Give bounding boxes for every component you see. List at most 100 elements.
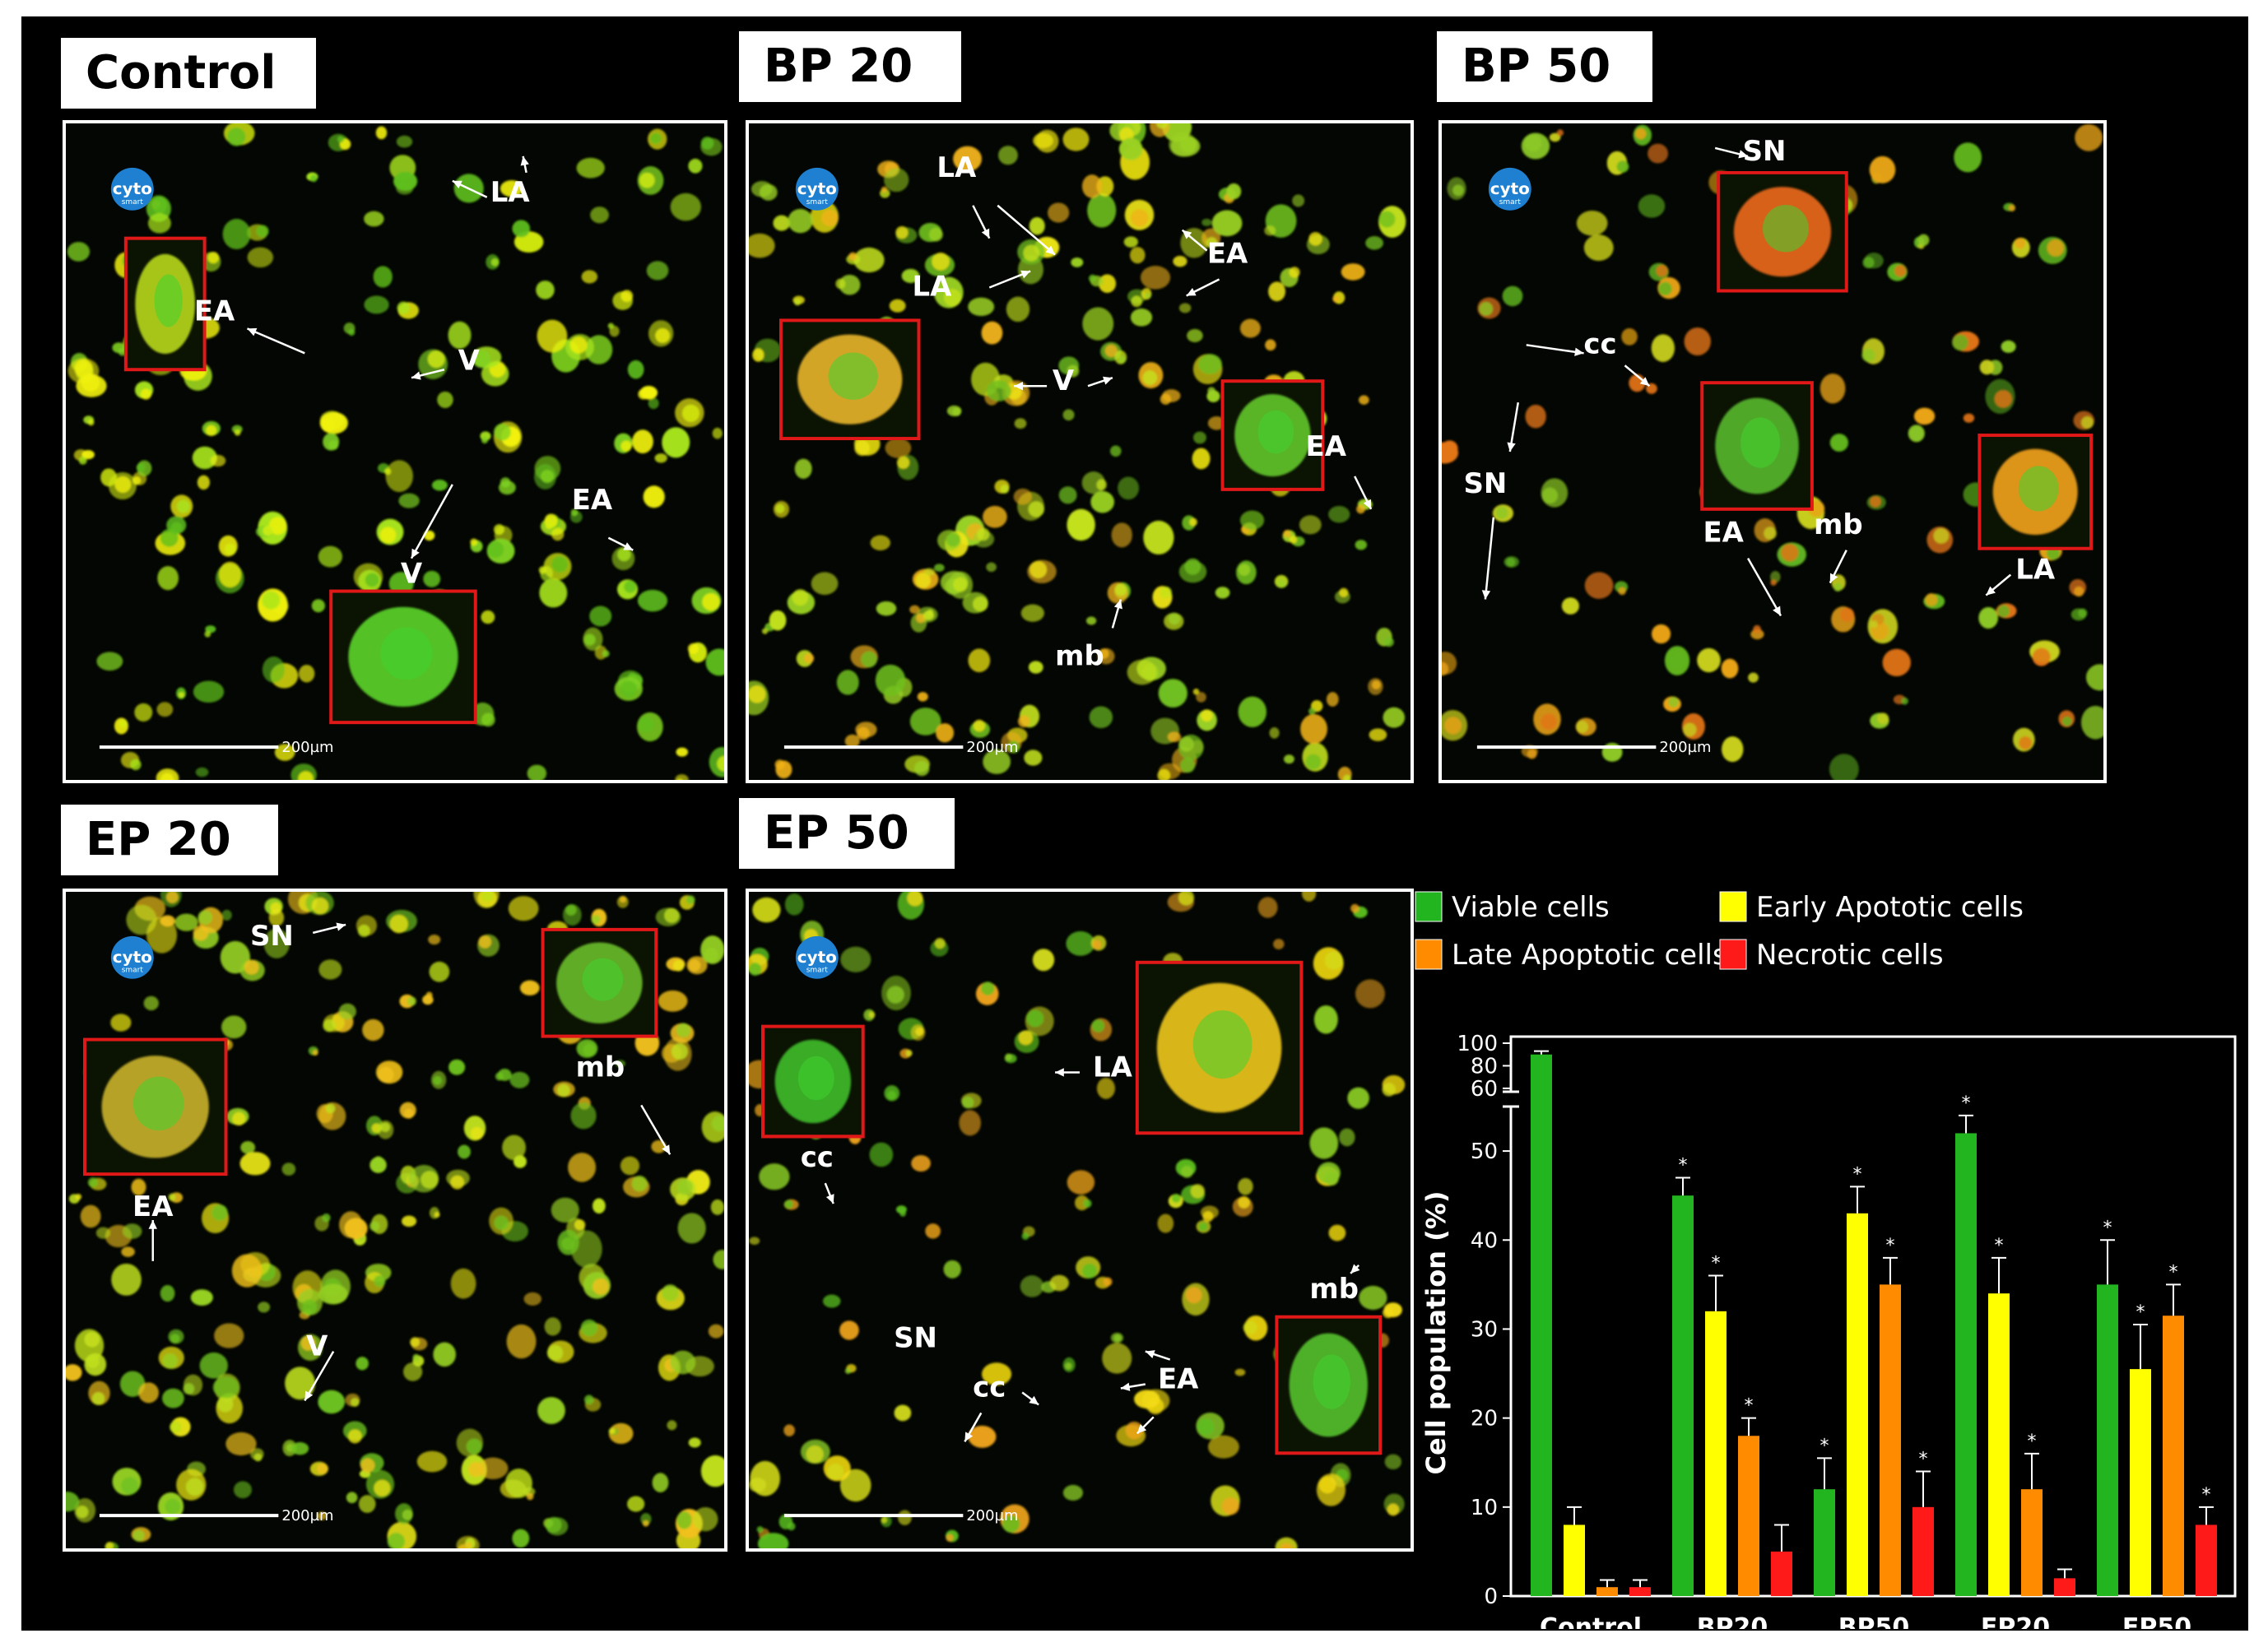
cell-type-label: EA <box>1306 430 1347 462</box>
svg-text:cyto: cyto <box>1490 179 1530 198</box>
y-tick-label: 40 <box>1471 1228 1498 1253</box>
cell-type-label: SN <box>250 920 294 952</box>
y-axis-label: Cell population (%) <box>1420 1191 1452 1475</box>
cell-type-label: V <box>1053 364 1075 397</box>
legend-entry: Viable cells <box>1415 891 1610 924</box>
inset-zoom <box>541 927 658 1038</box>
scale-bar-label: 200µm <box>281 739 333 756</box>
micrograph-bp20: cyto smart 200µm LA LA EA V EA mb <box>746 120 1414 783</box>
plot-frame <box>1509 1035 2237 1598</box>
inset-zoom <box>1717 170 1848 293</box>
svg-text:cyto: cyto <box>113 179 152 198</box>
micrograph-bp50: cyto smart 200µm SN cc SN EA mb LA <box>1438 120 2107 783</box>
significance-marker: * <box>2136 1302 2145 1323</box>
cell-type-label: mb <box>1309 1273 1359 1305</box>
cell-type-label: mb <box>576 1051 625 1083</box>
cell-type-label: V <box>401 558 423 590</box>
cell-type-label: EA <box>132 1190 174 1223</box>
cell-type-label: mb <box>1055 639 1104 671</box>
svg-text:smart: smart <box>1499 198 1522 206</box>
bar <box>1629 1587 1651 1596</box>
cell-type-label: EA <box>1207 238 1248 270</box>
bar <box>1738 1436 1759 1596</box>
y-tick-label: 10 <box>1471 1496 1498 1520</box>
svg-text:cyto: cyto <box>797 179 837 198</box>
cell-type-label: EA <box>1158 1362 1199 1394</box>
micrograph-control: cyto smart 200µm LA EA V V EA <box>63 120 727 783</box>
cell-type-label: SN <box>894 1322 937 1354</box>
y-tick-label: 30 <box>1471 1317 1498 1342</box>
cell-type-label: V <box>306 1330 328 1362</box>
panel-title-ep50: EP 50 <box>739 798 955 869</box>
bar <box>2054 1578 2075 1596</box>
significance-marker: * <box>1995 1236 2004 1256</box>
x-tick-label: EP20 <box>1981 1613 2050 1629</box>
bar <box>2163 1316 2184 1596</box>
inset-zoom <box>123 236 207 372</box>
svg-text:Early Apototic cells: Early Apototic cells <box>1756 891 2024 924</box>
svg-text:smart: smart <box>122 198 144 206</box>
cell-type-label: EA <box>1703 517 1744 549</box>
cell-type-label: V <box>458 344 481 376</box>
bar <box>1596 1587 1618 1596</box>
scale-bar-label: 200µm <box>966 1507 1018 1524</box>
cell-type-label: cc <box>801 1141 834 1173</box>
panel-title-bp20: BP 20 <box>739 31 961 102</box>
bar <box>1912 1506 1934 1596</box>
cell-type-label: LA <box>2015 554 2056 586</box>
legend-entry: Late Apoptotic cells <box>1415 939 1727 972</box>
y-tick-label: 60 <box>1471 1077 1498 1102</box>
significance-marker: * <box>2028 1432 2037 1452</box>
bar <box>2021 1489 2043 1596</box>
bar <box>1531 1054 1552 1596</box>
significance-marker: * <box>1820 1436 1829 1456</box>
svg-text:Viable cells: Viable cells <box>1452 891 1610 924</box>
x-tick-label: BP20 <box>1697 1613 1768 1629</box>
inset-zoom <box>1220 379 1325 491</box>
figure: Control BP 20 BP 50 EP 20 EP 50 cyto smar… <box>21 16 2248 1631</box>
y-tick-label: 0 <box>1484 1585 1498 1609</box>
cell-type-label: SN <box>1743 135 1787 167</box>
bar <box>2097 1284 2118 1596</box>
bar <box>1705 1311 1727 1596</box>
svg-text:Late Apoptotic cells: Late Apoptotic cells <box>1452 939 1727 972</box>
svg-text:smart: smart <box>806 967 829 975</box>
significance-marker: * <box>1886 1236 1895 1256</box>
panel-title-control: Control <box>61 38 316 109</box>
cell-type-label: cc <box>973 1371 1006 1403</box>
inset-zoom <box>1700 381 1814 511</box>
legend-entry: Early Apototic cells <box>1719 891 2024 924</box>
panel-title-bp50: BP 50 <box>1437 31 1652 102</box>
significance-marker: * <box>1745 1396 1754 1417</box>
inset-zoom <box>760 1024 865 1139</box>
cell-type-label: SN <box>1463 467 1507 499</box>
bar <box>1847 1213 1868 1596</box>
scale-bar-label: 200µm <box>1659 739 1711 756</box>
significance-marker: * <box>2202 1485 2211 1506</box>
bar <box>1880 1284 1901 1596</box>
significance-marker: * <box>1679 1156 1688 1176</box>
bar <box>2196 1524 2217 1596</box>
bar <box>2130 1369 2151 1596</box>
cell-type-label: cc <box>1583 327 1616 360</box>
y-tick-label: 50 <box>1471 1139 1498 1164</box>
inset-zoom <box>82 1037 228 1176</box>
svg-text:smart: smart <box>122 967 144 975</box>
svg-text:Necrotic cells: Necrotic cells <box>1756 939 1944 972</box>
y-tick-label: 20 <box>1471 1407 1498 1432</box>
bar <box>1771 1551 1792 1596</box>
cell-type-label: mb <box>1814 508 1863 541</box>
bar <box>1988 1293 2010 1596</box>
svg-text:cyto: cyto <box>113 947 152 967</box>
x-tick-label: Control <box>1540 1613 1642 1629</box>
inset-zoom <box>1978 434 2094 550</box>
inset-zoom <box>1135 960 1304 1135</box>
